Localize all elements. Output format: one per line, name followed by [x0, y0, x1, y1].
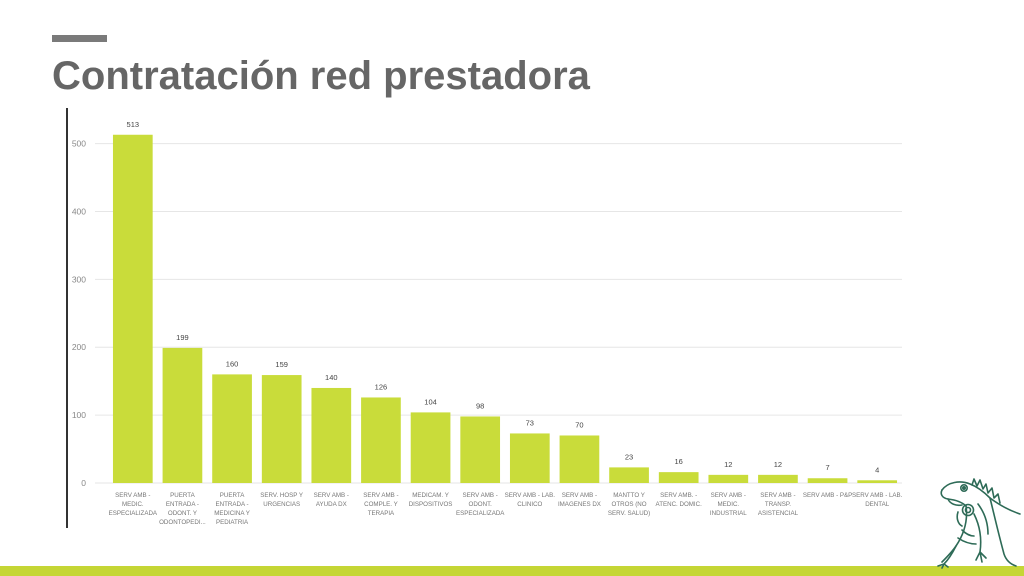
chart-left-rule	[66, 108, 68, 528]
bar	[609, 467, 649, 483]
bar	[658, 472, 699, 483]
x-tick-label: SERV AMB -	[760, 492, 795, 499]
x-tick-label: PUERTA	[170, 492, 195, 499]
x-tick-label: INDUSTRIAL	[710, 510, 747, 517]
y-tick-label: 200	[72, 342, 86, 352]
data-label: 23	[625, 452, 633, 461]
data-label: 7	[825, 463, 829, 472]
x-tick-label: SERV AMB - LAB.	[852, 492, 903, 499]
x-tick-label: SERV AMB. -	[660, 492, 697, 499]
x-tick-label: URGENCIAS	[263, 501, 300, 508]
page-title: Contratación red prestadora	[52, 54, 590, 98]
y-tick-label: 0	[81, 478, 86, 488]
data-label: 12	[724, 460, 732, 469]
bar	[758, 474, 798, 483]
x-tick-label: SERV AMB - LAB.	[505, 492, 556, 499]
data-label: 73	[526, 418, 534, 427]
x-tick-label: TERAPIA	[368, 510, 395, 517]
x-tick-label: DENTAL	[865, 501, 890, 508]
bar	[261, 375, 302, 483]
bar	[708, 474, 749, 483]
x-tick-label: SERV AMB - P&P	[803, 492, 852, 499]
chart-data-labels: 513 199 160 159 140 126 104 98 73 70 23 16 12 12 7 4	[127, 120, 880, 475]
data-label: 160	[226, 359, 239, 368]
data-label: 98	[476, 401, 484, 410]
x-tick-label: ESPECIALIZADA	[456, 510, 505, 517]
y-tick-label: 400	[72, 206, 86, 216]
data-label: 126	[375, 382, 388, 391]
data-label: 199	[176, 333, 189, 342]
bar	[509, 433, 550, 483]
bar	[857, 480, 898, 483]
x-tick-label: SERV AMB -	[562, 492, 597, 499]
x-axis-tick-labels: SERV AMB - MEDIC. ESPECIALIZADA PUERTA ENTRA…	[109, 492, 903, 526]
x-tick-label: ENTRADA -	[166, 501, 199, 508]
bar	[212, 374, 252, 483]
data-label: 12	[774, 460, 782, 469]
footer-accent-band	[0, 566, 1024, 576]
x-tick-label: MANTTO Y	[613, 492, 645, 499]
x-tick-label: SERV AMB -	[463, 492, 498, 499]
y-axis-tick-labels: 0 100 200 300 400 500	[72, 139, 86, 488]
data-label: 70	[575, 420, 583, 429]
x-tick-label: MEDICINA Y	[214, 510, 250, 517]
x-tick-label: CLINICO	[517, 501, 542, 508]
data-label: 140	[325, 373, 338, 382]
x-tick-label: ODONTOPEDI...	[159, 519, 206, 526]
x-tick-label: SERV AMB -	[711, 492, 746, 499]
data-label: 4	[875, 465, 879, 474]
x-tick-label: AYUDA DX	[316, 501, 347, 508]
x-tick-label: ODONT.	[469, 501, 493, 508]
bar	[410, 412, 451, 483]
bar	[162, 347, 203, 483]
bar	[559, 435, 600, 483]
x-tick-label: SERV. SALUD)	[608, 510, 650, 517]
x-tick-label: COMPLE. Y	[364, 501, 398, 508]
x-tick-label: ESPECIALIZADA	[109, 510, 158, 517]
x-tick-label: MEDIC.	[717, 501, 739, 508]
y-tick-label: 500	[72, 139, 86, 149]
x-tick-label: SERV AMB -	[115, 492, 150, 499]
x-tick-label: MEDICAM. Y	[412, 492, 449, 499]
x-tick-label: OTROS (NO	[612, 501, 647, 508]
data-label: 159	[275, 360, 288, 369]
bar	[807, 478, 848, 483]
x-tick-label: MEDIC.	[122, 501, 144, 508]
x-tick-label: SERV AMB -	[363, 492, 398, 499]
x-tick-label: IMAGENES DX	[558, 501, 601, 508]
bar	[311, 387, 352, 483]
chart-bars	[112, 134, 898, 483]
y-tick-label: 300	[72, 274, 86, 284]
y-tick-label: 100	[72, 410, 86, 420]
data-label: 16	[675, 457, 683, 466]
x-tick-label: SERV AMB -	[314, 492, 349, 499]
bar	[460, 416, 501, 483]
bar	[112, 134, 153, 483]
x-tick-label: PUERTA	[220, 492, 245, 499]
iguana-icon	[937, 478, 1021, 569]
x-tick-label: ATENC. DOMIC.	[656, 501, 703, 508]
title-accent-bar	[52, 35, 107, 42]
x-tick-label: ODONT. Y	[168, 510, 197, 517]
bar	[361, 397, 401, 483]
x-tick-label: PEDIATRIA	[216, 519, 249, 526]
x-tick-label: DISPOSITIVOS	[409, 501, 453, 508]
x-tick-label: ASISTENCIAL	[758, 510, 799, 517]
x-tick-label: SERV. HOSP Y	[260, 492, 303, 499]
x-tick-label: ENTRADA -	[216, 501, 249, 508]
x-tick-label: TRANSP.	[765, 501, 791, 508]
data-label: 513	[127, 120, 140, 129]
data-label: 104	[424, 397, 437, 406]
